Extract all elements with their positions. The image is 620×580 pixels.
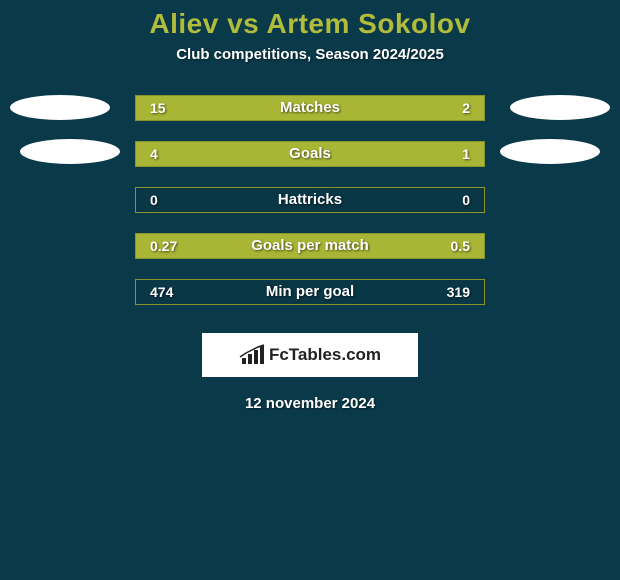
stats-rows: 152Matches 41Goals 00Hattricks 0.270.5Goals… (0, 95, 620, 305)
stat-row: 41Goals (0, 141, 620, 167)
logo-text: FcTables.com (269, 345, 381, 365)
stat-row: 0.270.5Goals per match (0, 233, 620, 259)
stat-row: 152Matches (0, 95, 620, 121)
page-title: Aliev vs Artem Sokolov (149, 8, 470, 40)
stat-label: Goals per match (135, 233, 485, 259)
bar-chart-icon (239, 344, 265, 366)
page-subtitle: Club competitions, Season 2024/2025 (176, 46, 444, 63)
stat-label: Hattricks (135, 187, 485, 213)
stat-row: 474319Min per goal (0, 279, 620, 305)
logo-box[interactable]: FcTables.com (202, 333, 418, 377)
stat-label: Matches (135, 95, 485, 121)
date-label: 12 november 2024 (245, 395, 375, 412)
stat-label: Min per goal (135, 279, 485, 305)
stat-row: 00Hattricks (0, 187, 620, 213)
stat-label: Goals (135, 141, 485, 167)
